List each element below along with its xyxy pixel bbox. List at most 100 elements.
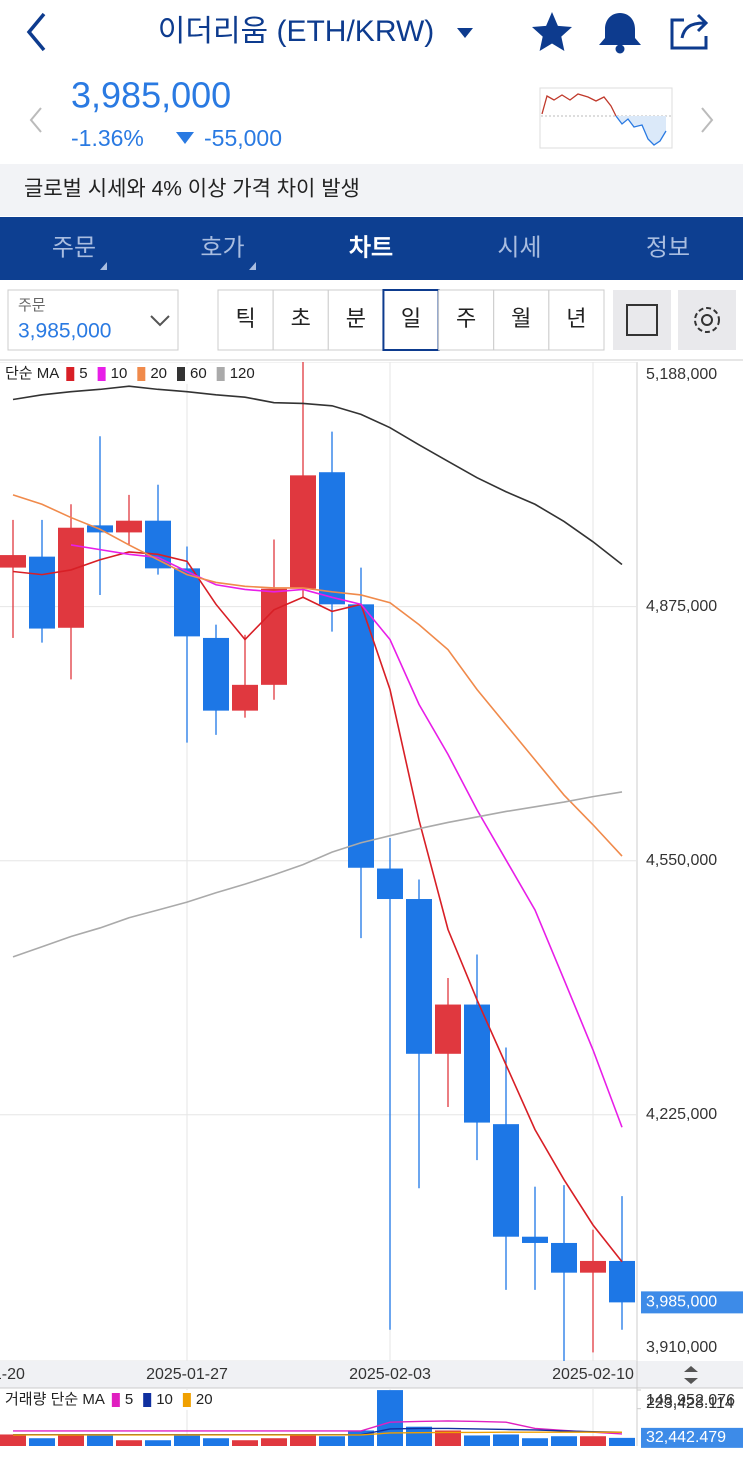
- legend-swatch: [216, 367, 225, 381]
- prev-coin[interactable]: [29, 107, 42, 133]
- order-box[interactable]: [7, 289, 179, 351]
- volume-bar: [232, 1440, 258, 1446]
- candle-body: [406, 899, 432, 1054]
- interval-button[interactable]: [548, 289, 605, 351]
- volume-bar: [493, 1434, 519, 1446]
- notice-text: 글로벌 시세와 4% 이상 가격 차이 발생: [24, 178, 360, 201]
- legend-swatch: [143, 1393, 152, 1407]
- candle-body: [377, 868, 403, 900]
- volume-bar: [174, 1435, 200, 1446]
- volume-bar: [145, 1440, 171, 1446]
- volume-bar: [551, 1436, 577, 1446]
- tab[interactable]: 시세: [497, 234, 541, 261]
- candle-body: [348, 604, 374, 868]
- volume-tick-label: 148,952.076: [646, 1392, 735, 1409]
- order-chevron[interactable]: [150, 315, 170, 327]
- volume-bar: [0, 1434, 26, 1446]
- interval-label: 일: [401, 306, 421, 331]
- ma-line: [12, 791, 623, 958]
- volume-bar: [464, 1435, 490, 1446]
- x-tick-label: 2025-01-20: [0, 1366, 25, 1383]
- alarm-icon[interactable]: [599, 13, 641, 54]
- share-icon[interactable]: [670, 13, 709, 50]
- tab-bar: [0, 217, 743, 280]
- ma-line: [12, 551, 623, 1263]
- tab[interactable]: 주문: [52, 234, 96, 261]
- zoom-icon[interactable]: [684, 1366, 698, 1384]
- favorite-icon[interactable]: [532, 12, 572, 51]
- legend-label: 5: [125, 1391, 133, 1408]
- legend-label: 20: [196, 1391, 213, 1408]
- change-amount: -55,000: [204, 125, 282, 151]
- y-tick-label: 4,225,000: [646, 1106, 717, 1123]
- title[interactable]: 이더리움 (ETH/KRW): [158, 15, 435, 48]
- legend-label: 10: [111, 365, 128, 382]
- legend-swatch: [182, 1393, 191, 1407]
- volume-bar: [319, 1436, 345, 1446]
- legend-swatch: [137, 367, 146, 381]
- interval-label: 주: [456, 306, 476, 331]
- candle-body: [261, 588, 287, 685]
- legend-label: 60: [190, 365, 207, 382]
- interval-button[interactable]: [493, 289, 550, 351]
- legend-bg: [0, 1390, 223, 1410]
- dates: 2025-01-20 2025-01-27 2025-02-03 2025-02-10: [0, 1366, 634, 1383]
- price-tag-label: 3,985,000: [646, 1294, 717, 1311]
- order-label: 주문: [18, 297, 46, 314]
- order-value: 3,985,000: [18, 320, 111, 343]
- candle-body: [493, 1124, 519, 1237]
- volume-bar: [580, 1436, 606, 1446]
- volume-bar: [116, 1440, 142, 1446]
- interval-button[interactable]: [438, 289, 495, 351]
- layout-button[interactable]: [613, 290, 671, 350]
- volume-plot: [0, 1388, 635, 1446]
- volume-bar: [58, 1434, 84, 1446]
- candle-body: [290, 475, 316, 589]
- tab[interactable]: 정보: [646, 234, 690, 261]
- candle-body: [116, 520, 142, 533]
- tab[interactable]: 호가: [200, 234, 244, 261]
- interval-button[interactable]: [272, 289, 329, 351]
- legend-swatch: [97, 367, 106, 381]
- candle-body: [174, 568, 200, 637]
- mini-chart: [539, 87, 673, 149]
- x-tick-label: 2025-01-27: [146, 1366, 228, 1383]
- tab-marker: [100, 262, 107, 270]
- legend-label: 5: [79, 365, 87, 382]
- interval-label: 초: [291, 306, 311, 331]
- interval-button[interactable]: [382, 289, 440, 351]
- legend-label: 10: [156, 1391, 173, 1408]
- settings-button[interactable]: [678, 290, 736, 350]
- interval-label: 년: [566, 306, 586, 331]
- volume-tag: [641, 1427, 743, 1448]
- legend-swatch: [66, 367, 75, 381]
- legend-title: 거래량 단순 MA: [5, 1391, 105, 1408]
- y-tick-label: 5,188,000: [646, 366, 717, 383]
- interval-button[interactable]: [327, 289, 384, 351]
- candle-body: [0, 555, 26, 568]
- candle-body: [522, 1236, 548, 1243]
- legend-label: 120: [230, 365, 255, 382]
- y-tick-label: 4,550,000: [646, 852, 717, 869]
- tab[interactable]: 차트: [349, 234, 393, 261]
- volume-bar: [261, 1438, 287, 1446]
- candle-body: [29, 556, 55, 629]
- ma-line: [70, 544, 623, 1128]
- layout-icon: [626, 304, 658, 336]
- price-tag: [641, 1291, 743, 1314]
- interval-label: 틱: [235, 306, 255, 331]
- back-button[interactable]: [26, 12, 46, 52]
- legend-label: 20: [150, 365, 167, 382]
- volume-tag-label: 32,442.479: [646, 1429, 726, 1446]
- candle-body: [58, 527, 84, 628]
- legend-title: 단순 MA: [5, 365, 59, 382]
- interval-label: 분: [346, 306, 366, 331]
- settings-icon: [694, 307, 720, 333]
- candle-body: [580, 1260, 606, 1273]
- notice-bar: [0, 164, 743, 216]
- date-axis: [0, 1361, 743, 1388]
- dropdown-icon[interactable]: [457, 28, 473, 38]
- next-coin[interactable]: [701, 107, 714, 133]
